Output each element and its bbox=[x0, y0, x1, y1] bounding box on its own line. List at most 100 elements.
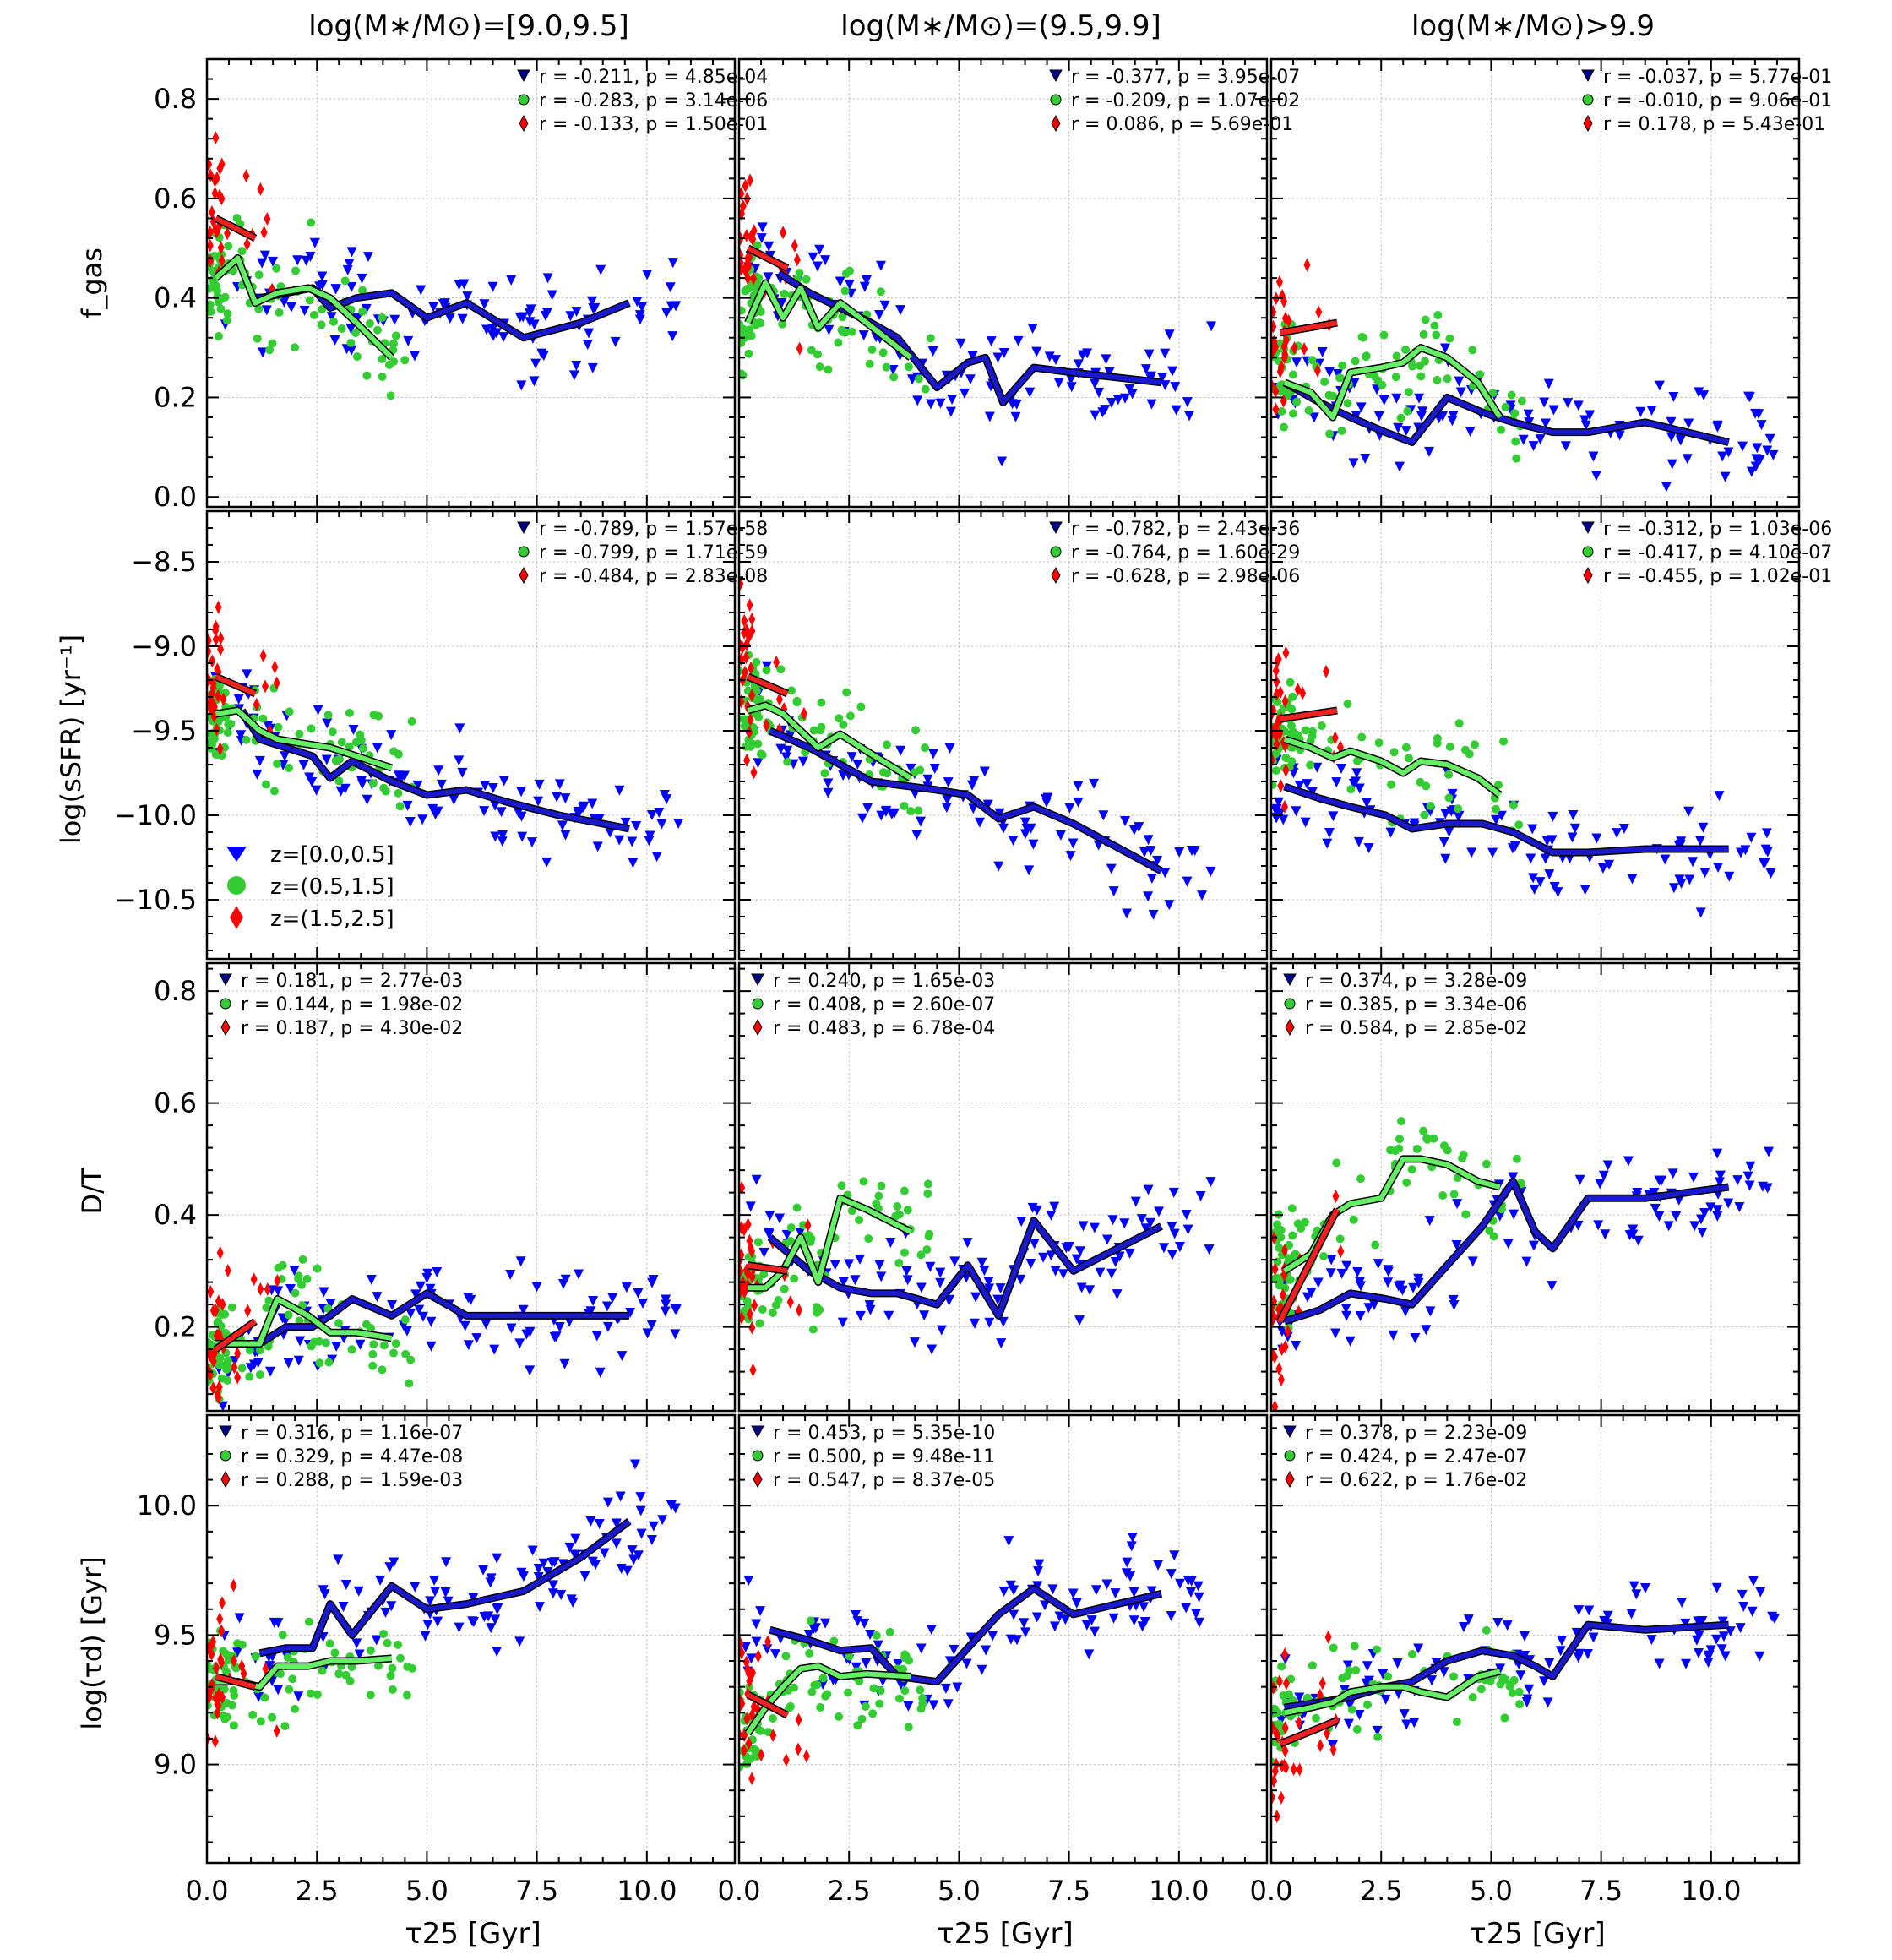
point-z-mid bbox=[805, 1648, 814, 1658]
point-z-high bbox=[802, 1749, 810, 1763]
point-z-low bbox=[1073, 359, 1084, 370]
point-z-low bbox=[1723, 447, 1734, 458]
point-z-high bbox=[211, 173, 219, 188]
point-z-mid bbox=[1443, 374, 1452, 384]
point-z-low bbox=[1521, 1697, 1532, 1708]
point-z-low bbox=[1019, 817, 1030, 828]
point-z-low bbox=[984, 411, 995, 422]
point-z-high bbox=[207, 238, 214, 253]
point-z-mid bbox=[1286, 704, 1296, 713]
point-z-low bbox=[1106, 863, 1117, 874]
point-z-high bbox=[242, 169, 250, 183]
point-z-low bbox=[1755, 1587, 1766, 1598]
point-z-low bbox=[362, 794, 372, 805]
point-z-low bbox=[1451, 1239, 1462, 1250]
point-z-low bbox=[1020, 1627, 1031, 1638]
point-z-low bbox=[979, 1266, 990, 1277]
point-z-mid bbox=[1430, 321, 1439, 330]
point-z-low bbox=[1747, 1606, 1758, 1617]
point-z-low bbox=[755, 1606, 766, 1617]
point-z-low bbox=[1145, 846, 1156, 857]
point-z-mid bbox=[844, 1688, 853, 1697]
point-z-low bbox=[1539, 1676, 1550, 1687]
point-z-low bbox=[1372, 1725, 1383, 1736]
point-z-low bbox=[492, 1553, 503, 1564]
point-z-mid bbox=[865, 359, 874, 368]
point-z-high bbox=[739, 577, 744, 591]
point-z-low bbox=[1368, 1299, 1379, 1310]
median-line-z-mid bbox=[1283, 345, 1503, 420]
point-z-mid bbox=[786, 1237, 796, 1246]
point-z-low bbox=[889, 808, 900, 819]
point-z-low bbox=[515, 1256, 526, 1267]
point-z-mid bbox=[1304, 406, 1313, 415]
point-z-low bbox=[635, 1492, 646, 1503]
point-z-low bbox=[614, 785, 625, 796]
point-z-mid bbox=[313, 1690, 322, 1699]
point-z-low bbox=[478, 1565, 489, 1576]
point-z-low bbox=[257, 258, 268, 269]
stats-text: r = 0.424, p = 2.47e-07 bbox=[1305, 1446, 1527, 1467]
point-z-low bbox=[1313, 1277, 1324, 1288]
point-z-mid bbox=[1421, 315, 1430, 324]
point-z-low bbox=[1040, 1600, 1051, 1611]
point-z-low bbox=[531, 1282, 542, 1293]
point-z-low bbox=[1602, 1160, 1613, 1171]
point-z-low bbox=[1124, 384, 1135, 395]
point-z-mid bbox=[400, 1315, 410, 1325]
point-z-low bbox=[449, 794, 459, 805]
point-z-low bbox=[1383, 1265, 1394, 1276]
point-z-mid bbox=[861, 1701, 870, 1711]
point-z-low bbox=[763, 272, 774, 283]
point-z-low bbox=[751, 1174, 762, 1185]
point-z-high bbox=[745, 1736, 753, 1750]
point-z-low bbox=[1356, 402, 1367, 413]
point-z-low bbox=[233, 694, 244, 705]
point-z-low bbox=[1699, 868, 1710, 879]
point-z-mid bbox=[407, 716, 416, 726]
point-z-low bbox=[803, 1629, 814, 1640]
point-z-mid bbox=[1370, 372, 1379, 381]
point-z-high bbox=[207, 1642, 213, 1656]
point-z-mid bbox=[1433, 738, 1442, 748]
point-z-low bbox=[1373, 1259, 1384, 1270]
point-z-mid bbox=[1514, 820, 1524, 830]
point-z-mid bbox=[328, 727, 337, 737]
point-z-low bbox=[883, 1310, 894, 1321]
point-z-mid bbox=[1401, 743, 1411, 752]
point-z-mid bbox=[759, 1270, 769, 1279]
point-z-high bbox=[1271, 1764, 1279, 1778]
point-z-low bbox=[1097, 407, 1108, 418]
stats-text: r = 0.240, p = 1.65e-03 bbox=[773, 971, 995, 992]
stats-marker-z-low bbox=[1283, 973, 1297, 987]
point-z-mid bbox=[391, 331, 400, 340]
point-z-low bbox=[1547, 1281, 1558, 1292]
point-z-low bbox=[1421, 1325, 1432, 1336]
point-z-low bbox=[671, 301, 682, 312]
point-z-mid bbox=[1391, 373, 1400, 382]
point-z-low bbox=[1009, 1609, 1019, 1620]
point-z-mid bbox=[911, 726, 921, 735]
stats-marker-z-low bbox=[219, 1425, 232, 1439]
point-z-low bbox=[1108, 886, 1119, 897]
point-z-low bbox=[573, 1269, 584, 1280]
point-z-mid bbox=[807, 1234, 816, 1244]
point-z-low bbox=[463, 1340, 474, 1351]
point-z-low bbox=[492, 1647, 503, 1658]
point-z-high bbox=[793, 253, 801, 267]
point-z-low bbox=[1053, 378, 1064, 389]
stats-marker-z-low bbox=[1049, 69, 1063, 83]
point-z-mid bbox=[1288, 409, 1297, 418]
point-z-mid bbox=[741, 286, 750, 296]
point-z-mid bbox=[751, 1751, 760, 1761]
median-line-z-high bbox=[214, 1319, 258, 1352]
point-z-high bbox=[1324, 1726, 1331, 1740]
point-z-low bbox=[910, 1337, 921, 1348]
point-z-low bbox=[1439, 343, 1450, 354]
point-z-low bbox=[584, 328, 595, 339]
point-z-low bbox=[602, 1497, 613, 1508]
point-z-low bbox=[1712, 1148, 1723, 1159]
point-z-low bbox=[579, 1571, 590, 1582]
point-z-low bbox=[1668, 883, 1679, 894]
x-tick-label: 10.0 bbox=[617, 1875, 677, 1907]
